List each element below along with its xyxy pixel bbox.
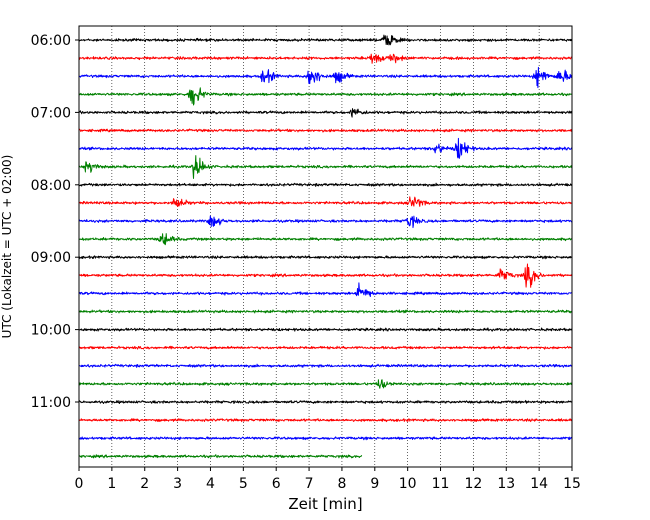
trace-0845 — [78, 233, 573, 246]
x-tick-label: 15 — [563, 476, 581, 492]
x-tick-label: 14 — [530, 476, 548, 492]
x-tick-label: 12 — [464, 476, 482, 492]
trace-1115 — [78, 418, 573, 423]
trace-0930 — [78, 282, 573, 298]
trace-0945 — [78, 309, 573, 314]
x-tick-label: 7 — [305, 476, 314, 492]
trace-0800 — [78, 182, 573, 187]
y-tick-label: 09:00 — [31, 250, 71, 266]
trace-1030 — [78, 363, 573, 368]
plot-frame — [78, 25, 573, 468]
trace-0700 — [78, 108, 573, 118]
y-axis-label: UTC (Lokalzeit = UTC + 02:00) — [0, 155, 14, 339]
traces — [78, 34, 573, 459]
x-tick-label: 1 — [107, 476, 116, 492]
x-tick-label: 13 — [497, 476, 515, 492]
x-tick-label: 9 — [370, 476, 379, 492]
trace-0615 — [78, 53, 573, 64]
x-tick-label: 5 — [239, 476, 248, 492]
trace-1045 — [78, 379, 573, 389]
trace-0815 — [78, 196, 573, 207]
x-tick-label: 11 — [432, 476, 450, 492]
y-tick-label: 10:00 — [31, 323, 71, 339]
trace-0600 — [78, 34, 573, 46]
trace-1015 — [78, 345, 573, 350]
x-tick-label: 0 — [75, 476, 84, 492]
trace-0715 — [78, 128, 573, 133]
x-axis: 0 1 2 3 4 5 6 7 8 9 10 11 12 13 14 15 — [75, 467, 581, 492]
x-tick-label: 4 — [206, 476, 215, 492]
trace-0830 — [78, 215, 573, 229]
x-tick-label: 10 — [399, 476, 417, 492]
trace-0645 — [78, 87, 573, 106]
y-tick-label: 07:00 — [31, 105, 71, 121]
trace-0730 — [78, 137, 573, 159]
trace-1130 — [78, 436, 573, 441]
y-tick-label: 08:00 — [31, 178, 71, 194]
x-tick-label: 3 — [173, 476, 182, 492]
x-tick-label: 8 — [337, 476, 346, 492]
trace-0630 — [78, 66, 573, 89]
trace-0915 — [78, 263, 572, 288]
x-tick-label: 2 — [140, 476, 149, 492]
x-axis-label: Zeit [min] — [288, 495, 362, 513]
trace-1100 — [78, 399, 573, 405]
x-tick-label: 6 — [272, 476, 281, 492]
trace-0900 — [78, 255, 573, 260]
trace-0745 — [78, 155, 573, 179]
y-axis: 06:00 07:00 08:00 09:00 10:00 11:00 — [31, 33, 79, 411]
y-tick-label: 11:00 — [31, 395, 71, 411]
trace-1000 — [78, 327, 573, 332]
trace-1145 — [78, 454, 363, 459]
y-tick-label: 06:00 — [31, 33, 71, 49]
